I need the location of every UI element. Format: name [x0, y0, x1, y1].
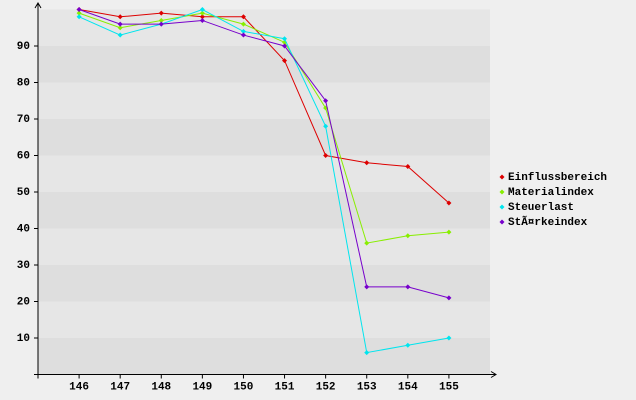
x-tick-label: 150	[234, 381, 254, 393]
point	[282, 36, 288, 42]
point	[76, 14, 82, 20]
point	[364, 350, 370, 356]
point	[364, 240, 370, 246]
point	[446, 335, 452, 341]
y-tick-label: 80	[17, 77, 30, 89]
point	[158, 17, 164, 23]
y-tick-label: 60	[17, 150, 30, 162]
series-line	[78, 9, 450, 299]
grid-band	[38, 228, 490, 265]
y-tick-label: 40	[17, 223, 30, 235]
point	[240, 32, 246, 38]
x-tick-label: 154	[398, 381, 418, 393]
x-tick-label: 152	[316, 381, 336, 393]
point	[158, 21, 164, 27]
legend-marker	[499, 219, 505, 225]
point	[405, 233, 411, 239]
point	[282, 58, 288, 64]
x-tick-label: 149	[192, 381, 212, 393]
grid-band	[38, 301, 490, 338]
point	[405, 284, 411, 290]
grid-band	[38, 192, 490, 229]
x-tick-label: 153	[357, 381, 377, 393]
point	[117, 14, 123, 20]
point	[405, 342, 411, 348]
y-axis-arrow	[34, 2, 42, 9]
grid-band	[38, 119, 490, 156]
point	[405, 163, 411, 169]
series-line	[79, 9, 450, 204]
x-tick-label: 148	[151, 381, 171, 393]
grid-band	[38, 338, 490, 375]
grid-band	[38, 46, 490, 83]
x-tick-label: 146	[69, 381, 89, 393]
point	[323, 123, 329, 129]
point	[158, 10, 164, 16]
y-tick-label: 10	[17, 333, 30, 345]
point	[323, 98, 329, 104]
y-tick-label: 70	[17, 114, 30, 126]
legend-marker	[499, 189, 505, 195]
x-axis-arrow	[490, 371, 497, 378]
point	[364, 160, 370, 166]
point	[76, 7, 82, 12]
point	[240, 21, 246, 27]
point	[323, 153, 329, 158]
y-tick-label: 20	[17, 296, 30, 308]
point	[199, 14, 205, 20]
series-line	[78, 8, 449, 354]
point	[199, 17, 205, 23]
legend-label: Steuerlast	[508, 202, 574, 214]
y-tick-label: 50	[17, 187, 30, 199]
point	[199, 7, 205, 12]
legend-marker	[499, 204, 505, 210]
legend-label: StÃ¤rkeindex	[508, 215, 588, 229]
grid-band	[38, 155, 490, 192]
x-tick-label: 155	[439, 381, 459, 393]
x-tick-label: 147	[110, 381, 130, 393]
legend-label: Materialindex	[508, 187, 594, 199]
point	[240, 28, 246, 34]
point	[117, 32, 123, 38]
point	[446, 200, 452, 206]
point	[446, 229, 452, 235]
y-tick-label: 90	[17, 41, 30, 53]
grid-band	[38, 265, 490, 302]
grid-band	[38, 82, 490, 119]
point	[117, 25, 123, 31]
point	[117, 21, 123, 27]
legend-marker	[499, 174, 505, 180]
point	[240, 14, 246, 20]
point	[364, 284, 370, 290]
point	[446, 295, 452, 301]
point	[76, 10, 82, 16]
y-tick-label: 30	[17, 260, 30, 272]
point	[282, 43, 288, 49]
point	[199, 10, 205, 16]
legend-label: Einflussbereich	[508, 172, 607, 184]
x-tick-label: 151	[275, 381, 295, 393]
